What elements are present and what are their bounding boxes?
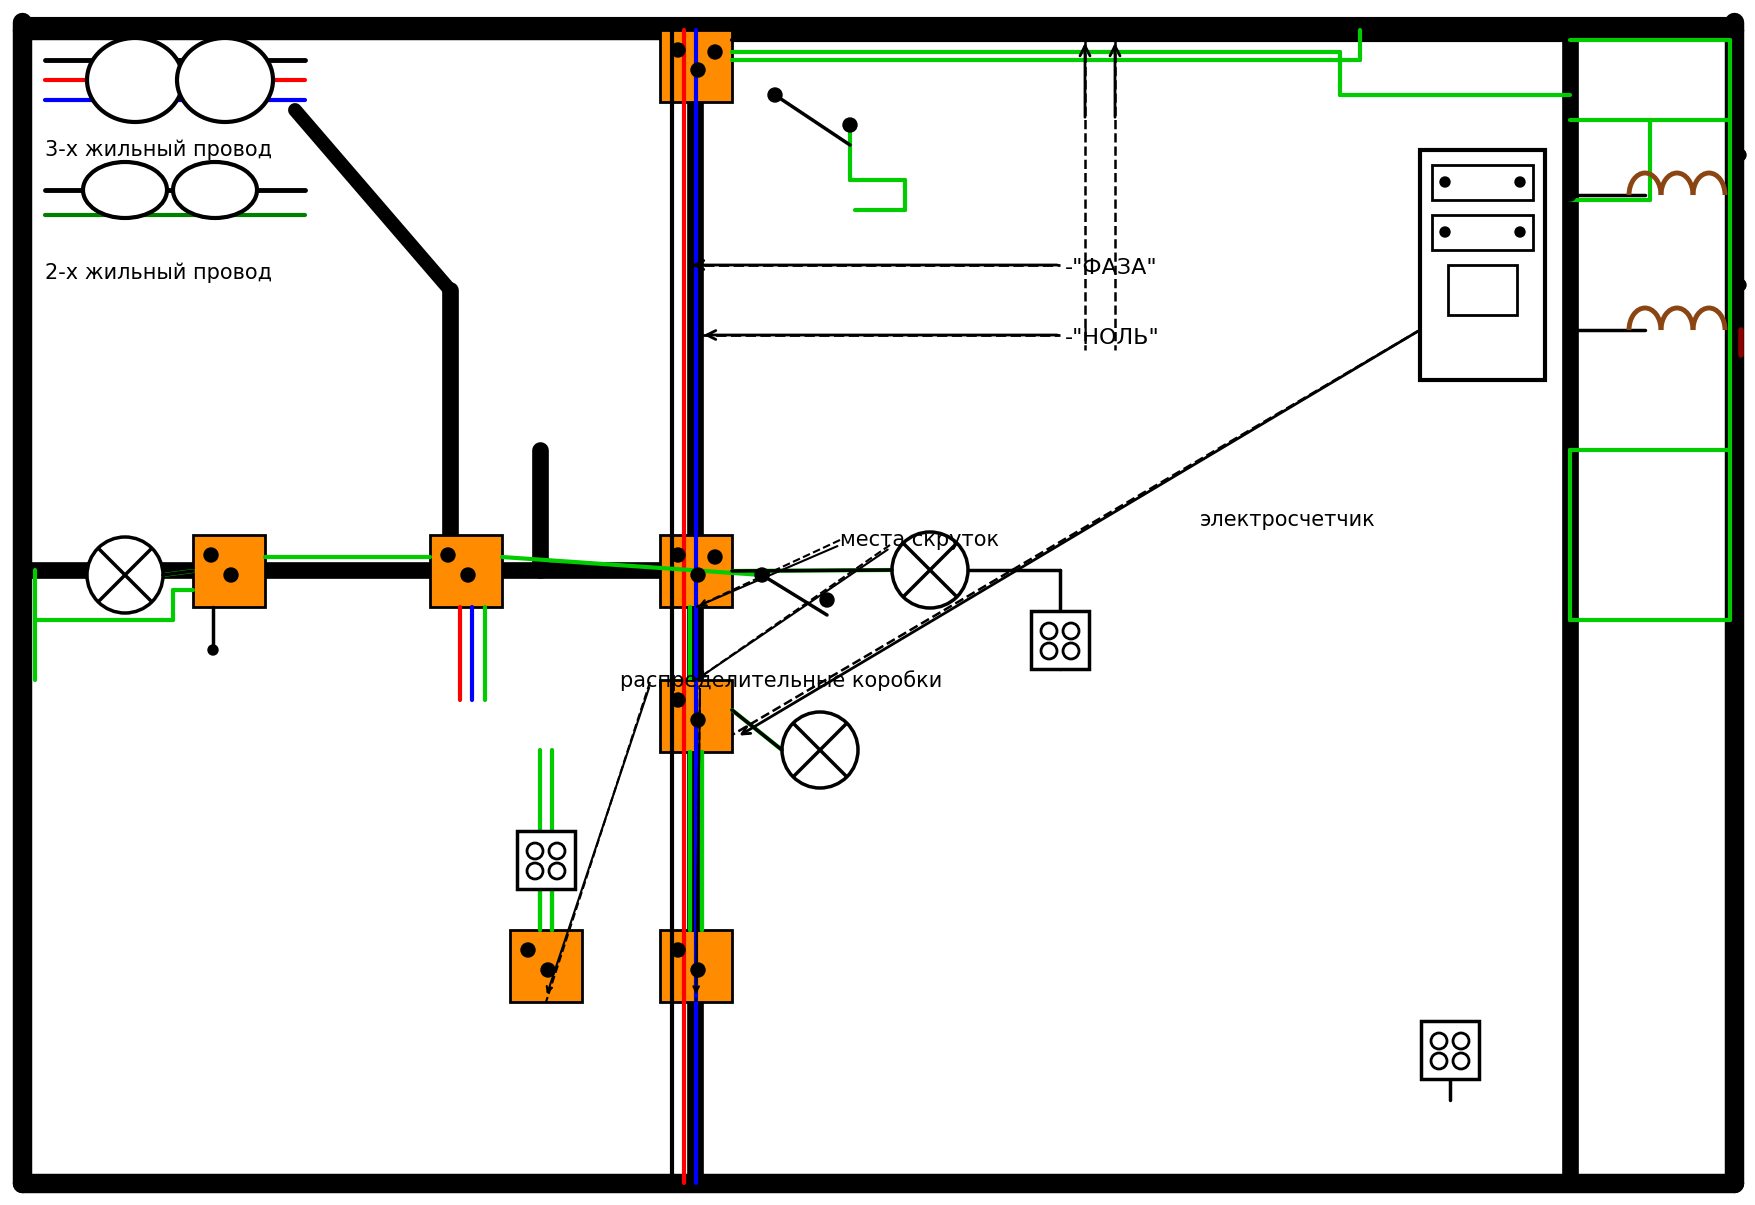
Circle shape bbox=[1062, 623, 1078, 639]
Circle shape bbox=[691, 713, 704, 727]
Bar bbox=[1430, 165, 1532, 200]
Bar bbox=[430, 535, 502, 607]
Circle shape bbox=[88, 537, 163, 613]
Bar bbox=[1420, 1021, 1478, 1078]
Text: электросчетчик: электросчетчик bbox=[1199, 510, 1374, 530]
Circle shape bbox=[767, 88, 781, 102]
Text: распределительные коробки: распределительные коробки bbox=[620, 670, 942, 690]
Text: 3-х жильный провод: 3-х жильный провод bbox=[46, 140, 272, 160]
Bar bbox=[1030, 611, 1088, 669]
Bar bbox=[1420, 149, 1544, 380]
Circle shape bbox=[441, 548, 455, 562]
Bar bbox=[516, 831, 574, 889]
Circle shape bbox=[1439, 177, 1450, 187]
Bar bbox=[1430, 214, 1532, 249]
Bar bbox=[660, 30, 732, 102]
Circle shape bbox=[1451, 1053, 1469, 1069]
Text: -"НОЛЬ": -"НОЛЬ" bbox=[1064, 328, 1158, 348]
Ellipse shape bbox=[174, 161, 256, 218]
Bar bbox=[660, 680, 732, 752]
Circle shape bbox=[707, 45, 721, 59]
Circle shape bbox=[821, 595, 832, 605]
Circle shape bbox=[670, 43, 684, 57]
Circle shape bbox=[844, 120, 855, 130]
Bar bbox=[660, 930, 732, 1003]
Circle shape bbox=[892, 531, 967, 609]
Circle shape bbox=[1439, 227, 1450, 237]
Circle shape bbox=[1430, 1033, 1446, 1050]
Circle shape bbox=[1041, 623, 1057, 639]
Circle shape bbox=[225, 568, 239, 582]
Circle shape bbox=[755, 568, 769, 582]
Ellipse shape bbox=[177, 39, 272, 122]
Circle shape bbox=[707, 549, 721, 564]
Circle shape bbox=[526, 844, 542, 859]
Text: -"ФАЗА": -"ФАЗА" bbox=[1064, 258, 1157, 278]
Circle shape bbox=[549, 844, 565, 859]
Circle shape bbox=[670, 548, 684, 562]
Bar bbox=[509, 930, 581, 1003]
Bar bbox=[660, 535, 732, 607]
Circle shape bbox=[1515, 227, 1523, 237]
Bar bbox=[193, 535, 265, 607]
Circle shape bbox=[820, 593, 834, 607]
Circle shape bbox=[1515, 177, 1523, 187]
Circle shape bbox=[526, 863, 542, 878]
Circle shape bbox=[691, 63, 704, 77]
Circle shape bbox=[1564, 324, 1574, 336]
Ellipse shape bbox=[88, 39, 183, 122]
Circle shape bbox=[691, 568, 704, 582]
Circle shape bbox=[1732, 280, 1744, 290]
Circle shape bbox=[521, 944, 535, 957]
Ellipse shape bbox=[82, 161, 167, 218]
Text: места скруток: места скруток bbox=[839, 530, 999, 549]
Circle shape bbox=[207, 645, 218, 656]
Bar bbox=[1448, 265, 1516, 315]
Circle shape bbox=[1041, 643, 1057, 659]
Circle shape bbox=[1430, 1053, 1446, 1069]
Circle shape bbox=[549, 863, 565, 878]
Circle shape bbox=[1732, 149, 1744, 161]
Circle shape bbox=[1564, 189, 1574, 201]
Circle shape bbox=[541, 963, 555, 977]
Circle shape bbox=[462, 568, 476, 582]
Circle shape bbox=[670, 693, 684, 707]
Circle shape bbox=[691, 963, 704, 977]
Text: 2-х жильный провод: 2-х жильный провод bbox=[46, 263, 272, 283]
Circle shape bbox=[1451, 1033, 1469, 1050]
Circle shape bbox=[670, 944, 684, 957]
Circle shape bbox=[842, 118, 856, 133]
Circle shape bbox=[1062, 643, 1078, 659]
Circle shape bbox=[781, 712, 858, 788]
Circle shape bbox=[204, 548, 218, 562]
